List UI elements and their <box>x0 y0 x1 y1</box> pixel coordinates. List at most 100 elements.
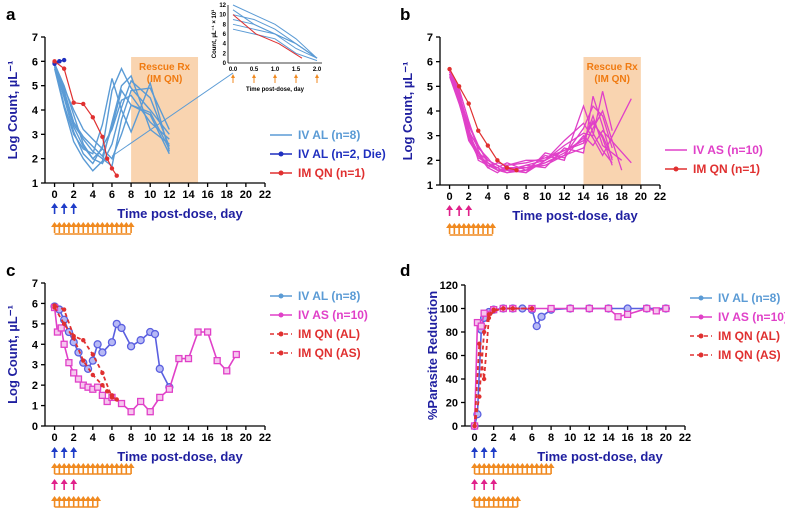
legend-label: IV AS (n=10) <box>298 308 368 322</box>
legend-marker <box>278 331 284 337</box>
inset-x-tick: 1.0 <box>271 67 280 73</box>
data-point <box>104 156 110 161</box>
y-axis-label: %Parasite Reduction <box>425 291 440 420</box>
y-tick-label: 1 <box>32 401 38 413</box>
dose-orange-2-arrow-head <box>480 496 488 501</box>
y-tick-label: 120 <box>440 280 458 292</box>
data-point <box>510 306 516 311</box>
chart-panel-b: Rescue Rx(IM QN)0 2 4 6 8 10 12 14 16 18 20 2212345… <box>400 32 763 236</box>
chart-panel-d: 0 2 4 6 8 10 12 14 16 18 20 22 0 20 40 60 80 100 120 Time p… <box>425 280 785 508</box>
series-line-1 <box>473 307 667 427</box>
dose-orange-arrow-head <box>475 463 483 468</box>
dose-orange-2-arrow-head <box>51 496 59 501</box>
dose-orange-2-arrow-head <box>55 496 63 501</box>
dose-orange-arrow-head <box>94 463 102 468</box>
y-tick-label: 0 <box>452 421 458 433</box>
data-point <box>90 115 96 120</box>
dose-orange-arrow-head <box>504 463 512 468</box>
inset-dose-orange-head <box>252 74 256 78</box>
y-tick-label: 1 <box>427 180 433 192</box>
x-tick-label: 10 <box>564 432 576 444</box>
data-point <box>71 100 76 105</box>
data-point <box>532 321 541 331</box>
data-point <box>514 168 519 173</box>
x-tick-label: 20 <box>660 432 672 444</box>
dose-orange-2-arrow-head <box>65 496 73 501</box>
data-point <box>136 336 145 345</box>
y-tick-label: 7 <box>32 278 38 290</box>
data-point <box>127 408 135 416</box>
data-point <box>100 382 105 388</box>
data-point <box>614 313 622 321</box>
dose-orange-arrow-head <box>103 463 111 468</box>
x-tick-label: 0 <box>447 191 453 203</box>
dose-orange-2-arrow-head <box>509 496 517 501</box>
legend-label: IM QN (AL) <box>298 327 360 341</box>
data-point <box>98 391 107 400</box>
dose-orange-arrow-head <box>74 222 82 227</box>
data-point <box>156 393 164 402</box>
data-point <box>61 321 67 327</box>
series-line-6 <box>449 73 613 171</box>
data-point <box>90 352 96 357</box>
y-axis-label: Log Count, µL⁻¹ <box>5 305 20 404</box>
dose-pink-arrow-head <box>471 479 479 484</box>
dose-blue-arrow-head <box>60 203 68 208</box>
x-tick-label: 14 <box>182 432 195 444</box>
data-point <box>90 372 96 378</box>
panel-letter-c: c <box>6 261 15 280</box>
dose-orange-arrow-head <box>127 222 135 227</box>
legend-label: IV AL (n=8) <box>718 291 780 305</box>
dose-orange-arrow-head <box>509 463 517 468</box>
data-point <box>480 309 488 317</box>
data-point <box>232 350 240 359</box>
y-tick-label: 6 <box>32 56 38 68</box>
x-tick-label: 20 <box>240 432 252 444</box>
dose-blue-arrow-head <box>490 447 498 452</box>
dose-pink-arrow-head <box>70 479 78 484</box>
dose-orange-arrow-head <box>118 463 126 468</box>
legend-label: IM QN (AL) <box>718 329 780 343</box>
x-tick-label: 10 <box>539 191 551 203</box>
x-tick-label: 20 <box>635 191 647 203</box>
dose-orange-2-arrow-head <box>84 496 92 501</box>
x-tick-label: 22 <box>679 432 691 444</box>
data-point <box>150 329 160 339</box>
legend-label: IV AL (n=8) <box>298 289 360 303</box>
data-point <box>71 335 76 341</box>
data-point <box>566 304 574 313</box>
dose-orange-arrow-head <box>84 463 92 468</box>
x-tick-label: 0 <box>52 189 58 201</box>
legend-marker <box>673 166 679 172</box>
data-point <box>93 340 102 349</box>
inset-dose-orange-head <box>231 74 235 78</box>
data-point <box>662 304 670 313</box>
x-tick-label: 2 <box>71 189 77 201</box>
dose-orange-2-arrow-head <box>471 496 479 501</box>
legend-marker <box>278 151 284 157</box>
data-point <box>213 356 221 365</box>
data-point <box>165 385 173 393</box>
y-tick-label: 3 <box>32 360 38 372</box>
dose-orange-arrow-head <box>494 463 502 468</box>
dose-orange-arrow-head <box>113 463 121 468</box>
dose-pink-arrow-head <box>465 205 473 210</box>
dose-orange-arrow-head <box>55 463 63 468</box>
x-tick-label: 14 <box>602 432 615 444</box>
data-point <box>203 328 212 336</box>
x-tick-label: 18 <box>616 191 628 203</box>
dose-pink-arrow-head <box>446 205 454 210</box>
data-point <box>57 59 62 64</box>
data-point <box>61 57 67 63</box>
dose-orange-arrow-head <box>98 222 106 227</box>
inset-x-tick: 0.5 <box>250 67 259 73</box>
dose-orange-arrow-head <box>446 223 454 228</box>
dose-orange-arrow-head <box>108 463 116 468</box>
data-point <box>117 399 126 408</box>
legend-marker <box>698 314 704 320</box>
data-point <box>137 397 145 406</box>
dose-blue-arrow-head <box>51 203 59 208</box>
data-point <box>61 307 67 312</box>
data-point <box>643 304 651 313</box>
data-point <box>52 59 57 64</box>
